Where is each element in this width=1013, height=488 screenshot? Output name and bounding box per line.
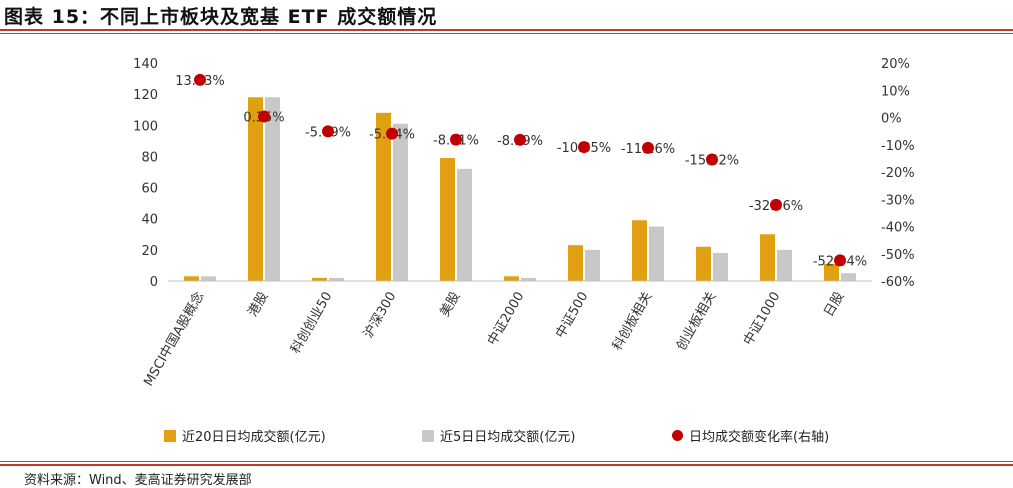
bar-5d: [457, 168, 472, 281]
figure-title: 图表 15：不同上市板块及宽基 ETF 成交额情况: [4, 6, 438, 28]
bar-20d: [184, 276, 199, 281]
rate-point: [706, 153, 718, 166]
category-label: 中证500: [553, 290, 591, 342]
category-label: 中证2000: [485, 290, 528, 349]
rate-point: [514, 133, 526, 146]
bar-5d: [649, 226, 664, 281]
bar-5d: [521, 277, 536, 281]
right-tick-label: -40%: [881, 221, 915, 236]
left-tick-label: 60: [141, 182, 158, 197]
legend-bar20: 近20日日均成交额(亿元): [164, 426, 326, 445]
rate-point: [834, 254, 846, 267]
bar-20d: [824, 263, 839, 281]
left-tick-label: 140: [133, 57, 158, 72]
right-tick-label: 10%: [881, 84, 910, 99]
bar-20d: [504, 276, 519, 281]
legend-bar5-label: 近5日日均成交额(亿元): [440, 430, 576, 445]
rate-point: [578, 141, 590, 154]
right-tick-label: -20%: [881, 166, 915, 181]
footer-rule: [0, 461, 1013, 462]
footer-rule-thick: [0, 464, 1013, 466]
bar-20d: [440, 157, 455, 281]
rate-point: [450, 133, 462, 146]
bar-20d: [696, 246, 711, 281]
category-label: 沪深300: [360, 289, 399, 341]
bar-5d: [713, 252, 728, 281]
right-tick-label: 0%: [881, 112, 902, 127]
bar-5d: [265, 97, 280, 281]
category-label: 科创板相关: [610, 290, 655, 354]
rate-point: [258, 110, 270, 123]
bar-20d: [632, 220, 647, 281]
left-tick-label: 20: [141, 244, 158, 259]
left-tick-label: 120: [133, 88, 158, 103]
legend-bar20-label: 近20日日均成交额(亿元): [182, 430, 326, 445]
right-tick-label: -50%: [881, 248, 915, 263]
legend-bar5-swatch: [422, 429, 434, 442]
title-rule: [0, 29, 1013, 31]
bar-5d: [329, 277, 344, 281]
legend-bar20-swatch: [164, 429, 176, 442]
left-tick-label: 0: [150, 275, 158, 290]
bar-20d: [376, 112, 391, 281]
category-label: 日股: [821, 290, 847, 320]
bar-20d: [312, 277, 327, 281]
rate-point: [386, 127, 398, 140]
right-tick-label: -30%: [881, 193, 915, 208]
source-note: 资料来源：Wind、麦高证券研究发展部: [24, 473, 252, 488]
rate-point: [194, 73, 206, 86]
right-tick-label: -10%: [881, 139, 915, 154]
rate-point: [322, 125, 334, 138]
title-rule-thin: [0, 33, 1013, 34]
bar-20d: [248, 97, 263, 281]
legend-rate-dot: [672, 430, 683, 441]
legend-rate-label: 日均成交额变化率(右轴): [689, 430, 830, 445]
left-tick-label: 80: [141, 150, 158, 165]
legend-rate: 日均成交额变化率(右轴): [672, 426, 829, 445]
category-label: 创业板相关: [674, 290, 719, 354]
left-tick-label: 40: [141, 213, 158, 228]
rate-point: [770, 198, 782, 211]
chart-svg: 0 20 40 60 80 100 120 140 -60% -50% -40% -30% -20% -1…: [133, 57, 915, 389]
rate-point: [642, 141, 654, 154]
right-tick-label: -60%: [881, 275, 915, 290]
left-tick-label: 100: [133, 119, 158, 134]
bar-20d: [760, 234, 775, 281]
category-label: 美股: [437, 290, 463, 320]
category-label: 科创创业50: [288, 290, 335, 357]
category-label: 港股: [245, 290, 271, 320]
bar-5d: [393, 123, 408, 281]
bar-5d: [777, 249, 792, 281]
bar-5d: [201, 276, 216, 281]
category-label: MSCI中国A股概念: [140, 289, 207, 389]
bar-5d: [841, 273, 856, 281]
category-label: 中证1000: [741, 290, 784, 349]
bar-5d: [585, 249, 600, 281]
right-tick-label: 20%: [881, 57, 910, 72]
legend-bar5: 近5日日均成交额(亿元): [422, 426, 575, 445]
bar-20d: [568, 245, 583, 281]
